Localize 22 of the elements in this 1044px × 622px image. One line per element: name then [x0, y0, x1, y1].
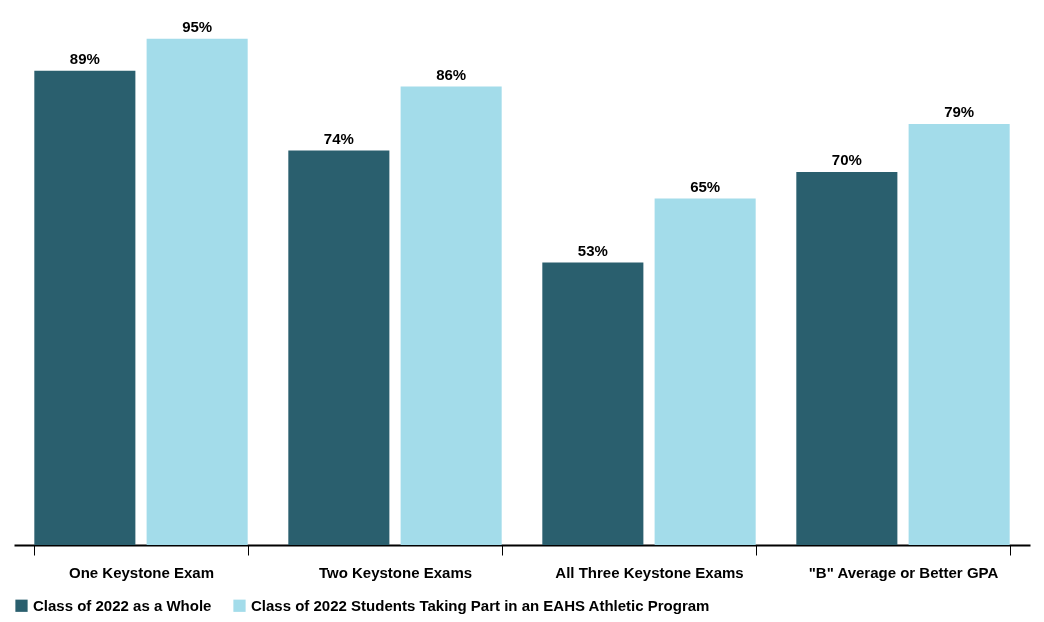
bar: [400, 86, 502, 545]
bar: [654, 198, 756, 545]
x-tick-label: "B" Average or Better GPA: [808, 563, 999, 581]
x-tick-label: One Keystone Exam: [68, 563, 215, 581]
data-label: 79%: [944, 102, 975, 120]
data-label: 89%: [69, 49, 100, 67]
x-tick-label: Two Keystone Exams: [318, 563, 473, 581]
bar: [796, 171, 898, 545]
data-label: 53%: [577, 241, 608, 259]
legend-label: Class of 2022 Students Taking Part in an EAHS Athletic Program: [251, 596, 710, 614]
data-label: 86%: [436, 65, 467, 83]
bar: [288, 150, 390, 545]
x-tick-label: All Three Keystone Exams: [555, 563, 744, 581]
legend-label: Class of 2022 as a Whole: [33, 596, 212, 614]
data-label: 95%: [182, 17, 213, 35]
data-label: 70%: [831, 150, 862, 168]
bar: [146, 38, 248, 545]
data-label: 74%: [323, 129, 354, 147]
bar: [34, 70, 136, 545]
bar: [542, 262, 644, 545]
data-label: 65%: [690, 177, 721, 195]
bar: [908, 123, 1010, 545]
